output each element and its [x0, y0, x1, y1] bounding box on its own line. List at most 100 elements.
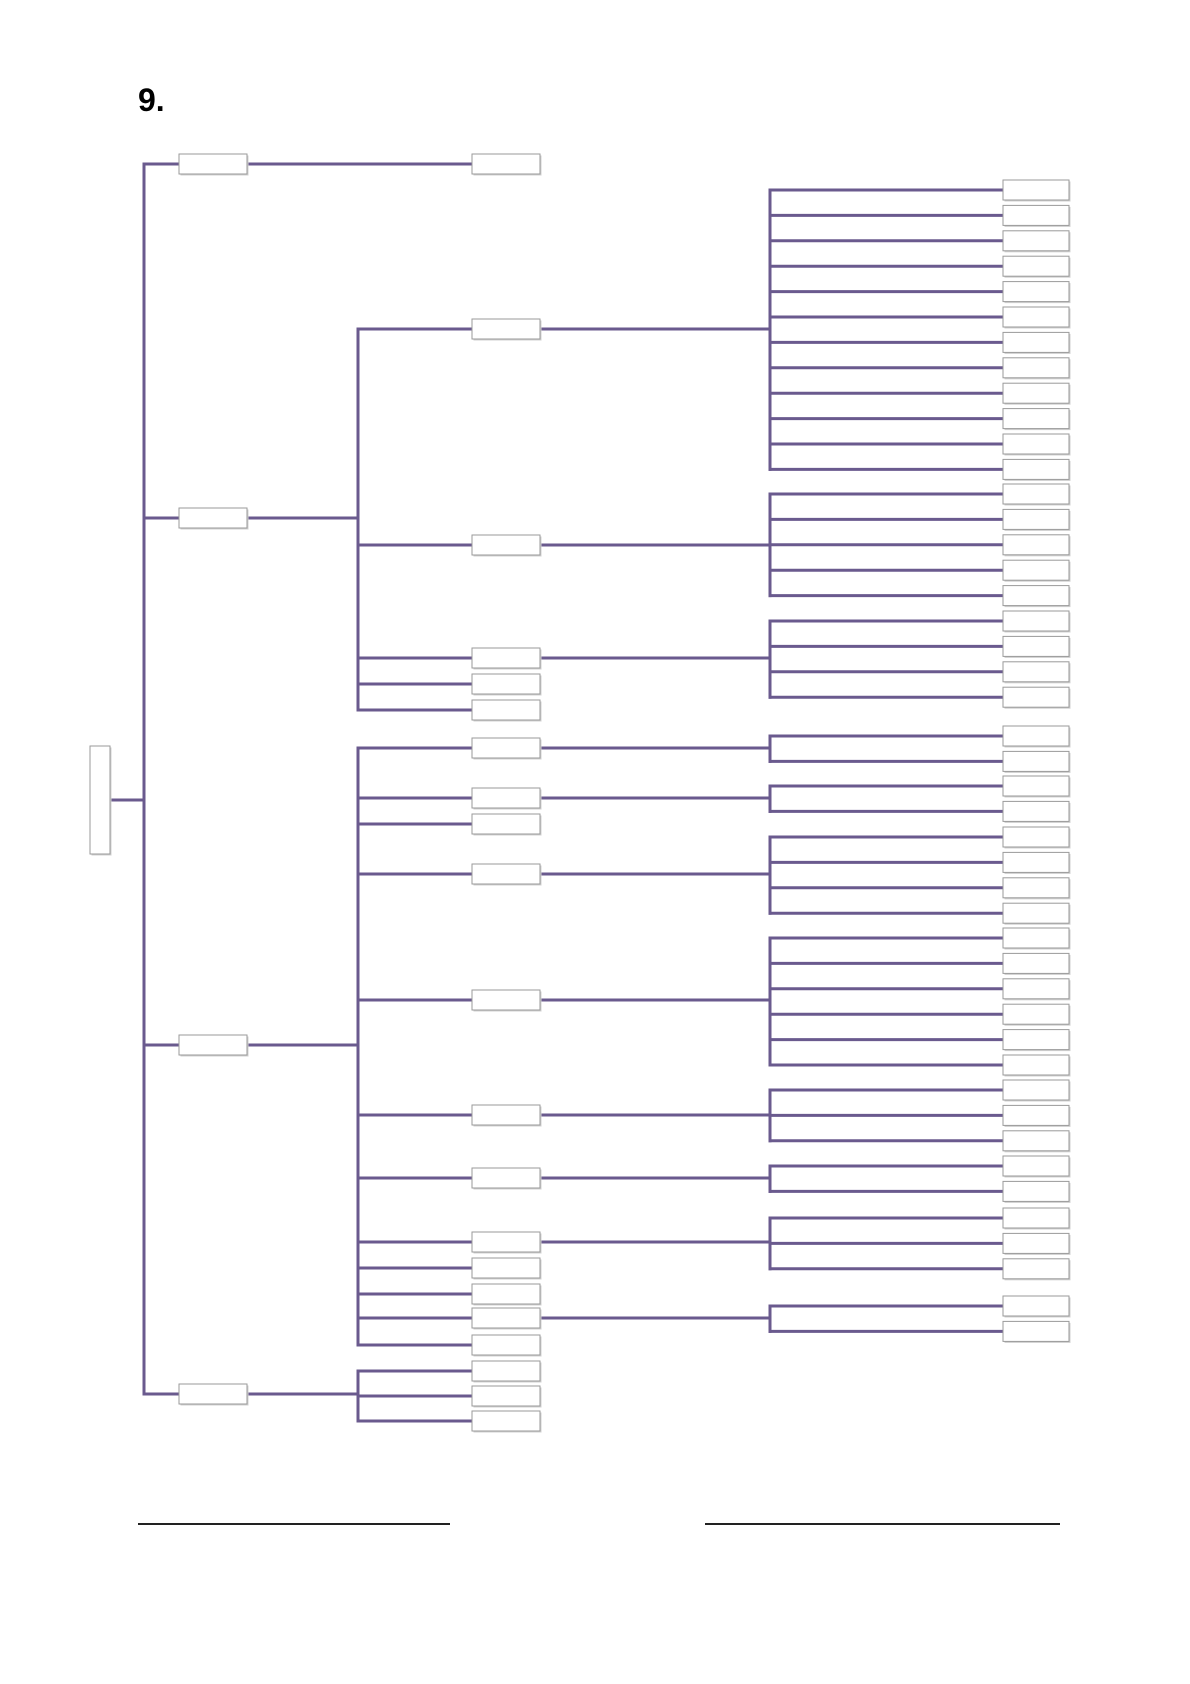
- answer-box[interactable]: [1002, 1295, 1070, 1317]
- answer-box[interactable]: [471, 989, 541, 1011]
- level1-box[interactable]: [178, 1034, 249, 1057]
- answer-box[interactable]: [1002, 1207, 1070, 1229]
- level2-box[interactable]: [471, 1334, 542, 1357]
- leaf-box[interactable]: [1002, 458, 1071, 481]
- level2-box[interactable]: [471, 1104, 542, 1127]
- answer-box[interactable]: [471, 699, 541, 721]
- answer-box[interactable]: [1002, 1003, 1070, 1025]
- answer-box[interactable]: [1002, 635, 1070, 657]
- answer-box[interactable]: [471, 1231, 541, 1253]
- answer-box[interactable]: [1002, 902, 1070, 924]
- answer-box[interactable]: [1002, 826, 1070, 848]
- leaf-box[interactable]: [1002, 508, 1071, 531]
- leaf-box[interactable]: [1002, 483, 1071, 506]
- answer-box[interactable]: [471, 318, 541, 340]
- root-box[interactable]: [89, 745, 112, 856]
- leaf-box[interactable]: [1002, 1130, 1071, 1153]
- leaf-box[interactable]: [1002, 750, 1071, 773]
- answer-box[interactable]: [471, 1167, 541, 1189]
- answer-box[interactable]: [471, 863, 541, 885]
- leaf-box[interactable]: [1002, 1180, 1071, 1203]
- answer-box[interactable]: [1002, 230, 1070, 252]
- answer-box[interactable]: [1002, 661, 1070, 683]
- answer-box[interactable]: [1002, 1054, 1070, 1076]
- answer-box[interactable]: [1002, 357, 1070, 379]
- leaf-box[interactable]: [1002, 230, 1071, 253]
- leaf-box[interactable]: [1002, 306, 1071, 329]
- answer-box[interactable]: [1002, 1232, 1070, 1254]
- leaf-box[interactable]: [1002, 635, 1071, 658]
- level1-box[interactable]: [178, 153, 249, 176]
- answer-box[interactable]: [1002, 483, 1070, 505]
- leaf-box[interactable]: [1002, 686, 1071, 709]
- answer-box[interactable]: [1002, 306, 1070, 328]
- answer-box[interactable]: [178, 153, 248, 175]
- level2-box[interactable]: [471, 153, 542, 176]
- level2-box[interactable]: [471, 863, 542, 886]
- answer-box[interactable]: [1002, 1104, 1070, 1126]
- answer-box[interactable]: [1002, 1029, 1070, 1051]
- level2-box[interactable]: [471, 1307, 542, 1330]
- leaf-box[interactable]: [1002, 952, 1071, 975]
- answer-box[interactable]: [1002, 877, 1070, 899]
- answer-box[interactable]: [471, 1283, 541, 1305]
- leaf-box[interactable]: [1002, 826, 1071, 849]
- answer-box[interactable]: [1002, 1258, 1070, 1280]
- answer-box[interactable]: [471, 1334, 541, 1356]
- leaf-box[interactable]: [1002, 357, 1071, 380]
- leaf-box[interactable]: [1002, 610, 1071, 633]
- answer-box[interactable]: [1002, 927, 1070, 949]
- answer-box[interactable]: [471, 1410, 541, 1432]
- leaf-box[interactable]: [1002, 800, 1071, 823]
- leaf-box[interactable]: [1002, 179, 1071, 202]
- answer-box[interactable]: [471, 534, 541, 556]
- level2-box[interactable]: [471, 647, 542, 670]
- leaf-box[interactable]: [1002, 902, 1071, 925]
- answer-box[interactable]: [471, 1257, 541, 1279]
- answer-box[interactable]: [471, 1104, 541, 1126]
- answer-box[interactable]: [471, 1360, 541, 1382]
- answer-box[interactable]: [1002, 204, 1070, 226]
- answer-box[interactable]: [1002, 750, 1070, 772]
- level1-box[interactable]: [178, 1383, 249, 1406]
- answer-line-left[interactable]: [138, 1523, 450, 1525]
- answer-box[interactable]: [1002, 281, 1070, 303]
- leaf-box[interactable]: [1002, 1054, 1071, 1077]
- leaf-box[interactable]: [1002, 1079, 1071, 1102]
- leaf-box[interactable]: [1002, 1320, 1071, 1343]
- leaf-box[interactable]: [1002, 978, 1071, 1001]
- answer-box[interactable]: [1002, 610, 1070, 632]
- answer-box[interactable]: [1002, 408, 1070, 430]
- answer-box[interactable]: [1002, 1180, 1070, 1202]
- leaf-box[interactable]: [1002, 1104, 1071, 1127]
- level2-box[interactable]: [471, 318, 542, 341]
- answer-box[interactable]: [1002, 534, 1070, 556]
- leaf-box[interactable]: [1002, 204, 1071, 227]
- level1-box[interactable]: [178, 507, 249, 530]
- level2-box[interactable]: [471, 787, 542, 810]
- leaf-box[interactable]: [1002, 433, 1071, 456]
- leaf-box[interactable]: [1002, 331, 1071, 354]
- leaf-box[interactable]: [1002, 1207, 1071, 1230]
- leaf-box[interactable]: [1002, 927, 1071, 950]
- level2-box[interactable]: [471, 989, 542, 1012]
- answer-box[interactable]: [1002, 433, 1070, 455]
- answer-box[interactable]: [471, 1385, 541, 1407]
- answer-line-right[interactable]: [705, 1523, 1060, 1525]
- leaf-box[interactable]: [1002, 255, 1071, 278]
- answer-box[interactable]: [1002, 559, 1070, 581]
- leaf-box[interactable]: [1002, 559, 1071, 582]
- leaf-box[interactable]: [1002, 585, 1071, 608]
- answer-box[interactable]: [471, 1307, 541, 1329]
- level2-box[interactable]: [471, 673, 542, 696]
- answer-box[interactable]: [1002, 331, 1070, 353]
- answer-box[interactable]: [471, 813, 541, 835]
- level2-box[interactable]: [471, 1410, 542, 1433]
- answer-box[interactable]: [471, 737, 541, 759]
- answer-box[interactable]: [1002, 508, 1070, 530]
- answer-box[interactable]: [1002, 179, 1070, 201]
- answer-box[interactable]: [1002, 725, 1070, 747]
- level2-box[interactable]: [471, 737, 542, 760]
- level2-box[interactable]: [471, 534, 542, 557]
- leaf-box[interactable]: [1002, 661, 1071, 684]
